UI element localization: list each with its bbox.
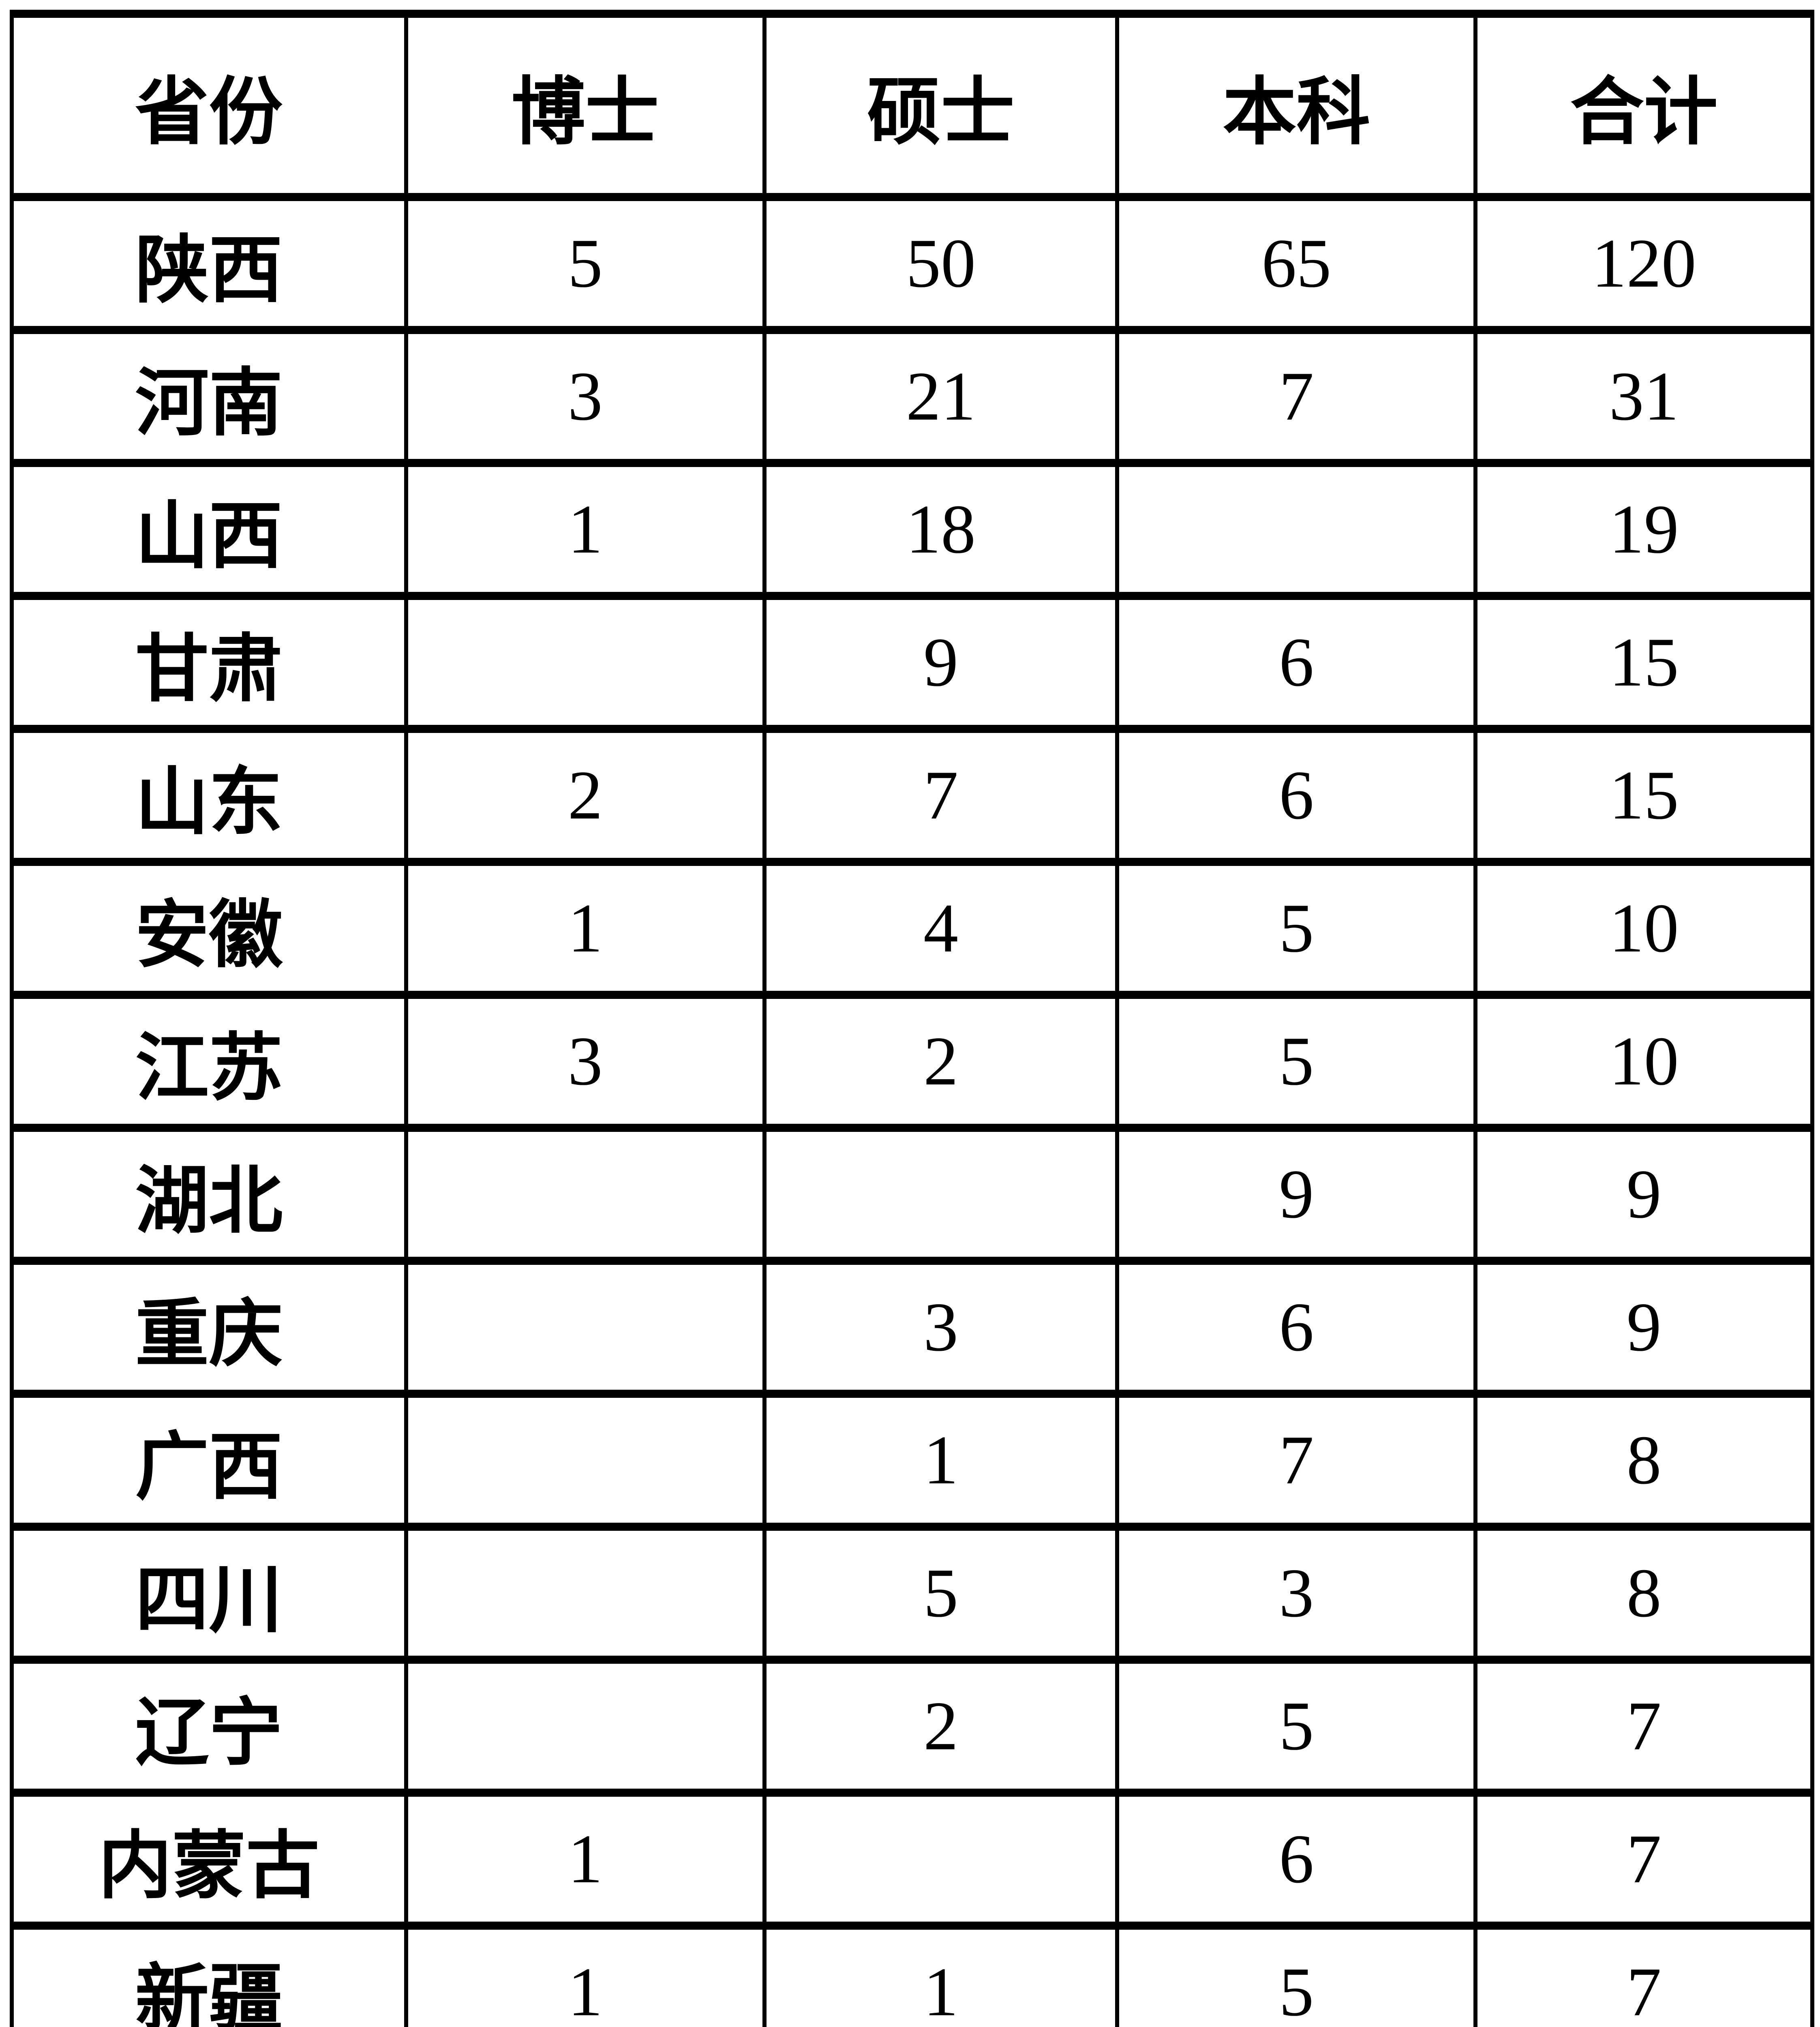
header-cell-total: 合计 — [1473, 10, 1814, 201]
total-cell: 9 — [1473, 1124, 1814, 1265]
master-cell: 9 — [762, 592, 1120, 733]
master-cell: 21 — [762, 326, 1120, 467]
total-cell: 10 — [1473, 991, 1814, 1132]
total-cell: 10 — [1473, 858, 1814, 999]
province-cell: 山西 — [10, 459, 408, 600]
province-cell: 四川 — [10, 1523, 408, 1664]
master-cell: 2 — [762, 991, 1120, 1132]
master-cell: 1 — [762, 1390, 1120, 1531]
bachelor-cell: 7 — [1115, 1390, 1478, 1531]
phd-cell — [404, 1390, 767, 1531]
table-row: 四川 5 3 8 — [10, 1523, 1814, 1664]
phd-cell: 1 — [404, 1789, 767, 1930]
province-cell: 新疆 — [10, 1922, 408, 2027]
table-row: 安徽 1 4 5 10 — [10, 858, 1814, 999]
master-cell: 1 — [762, 1922, 1120, 2027]
table-row: 重庆 3 6 9 — [10, 1257, 1814, 1398]
header-cell-bachelor: 本科 — [1115, 10, 1478, 201]
phd-cell: 1 — [404, 1922, 767, 2027]
total-cell: 7 — [1473, 1789, 1814, 1930]
total-cell: 120 — [1473, 193, 1814, 334]
province-cell: 甘肃 — [10, 592, 408, 733]
degree-by-province-table: 省份 博士 硕士 本科 合计 陕西 5 50 65 120 河南 3 21 7 … — [10, 10, 1814, 2027]
master-cell: 2 — [762, 1656, 1120, 1797]
header-cell-phd: 博士 — [404, 10, 767, 201]
province-cell: 陕西 — [10, 193, 408, 334]
bachelor-cell: 5 — [1115, 1922, 1478, 2027]
phd-cell: 1 — [404, 858, 767, 999]
phd-cell — [404, 1257, 767, 1398]
table-row: 辽宁 2 5 7 — [10, 1656, 1814, 1797]
total-cell: 8 — [1473, 1390, 1814, 1531]
bachelor-cell: 5 — [1115, 1656, 1478, 1797]
province-cell: 安徽 — [10, 858, 408, 999]
table-row: 湖北 9 9 — [10, 1124, 1814, 1265]
table-row: 江苏 3 2 5 10 — [10, 991, 1814, 1132]
table-row: 陕西 5 50 65 120 — [10, 193, 1814, 334]
total-cell: 15 — [1473, 725, 1814, 866]
total-cell: 8 — [1473, 1523, 1814, 1664]
province-cell: 内蒙古 — [10, 1789, 408, 1930]
master-cell: 4 — [762, 858, 1120, 999]
province-cell: 湖北 — [10, 1124, 408, 1265]
province-cell: 广西 — [10, 1390, 408, 1531]
table-row: 甘肃 9 6 15 — [10, 592, 1814, 733]
province-cell: 山东 — [10, 725, 408, 866]
table-row: 内蒙古 1 6 7 — [10, 1789, 1814, 1930]
bachelor-cell: 5 — [1115, 858, 1478, 999]
table-row: 山西 1 18 19 — [10, 459, 1814, 600]
phd-cell: 1 — [404, 459, 767, 600]
bachelor-cell: 5 — [1115, 991, 1478, 1132]
phd-cell: 3 — [404, 326, 767, 467]
bachelor-cell: 3 — [1115, 1523, 1478, 1664]
header-row: 省份 博士 硕士 本科 合计 — [10, 10, 1814, 201]
master-cell — [762, 1124, 1120, 1265]
province-cell: 江苏 — [10, 991, 408, 1132]
total-cell: 15 — [1473, 592, 1814, 733]
bachelor-cell: 6 — [1115, 725, 1478, 866]
table-row: 山东 2 7 6 15 — [10, 725, 1814, 866]
province-cell: 重庆 — [10, 1257, 408, 1398]
table-row: 新疆 1 1 5 7 — [10, 1922, 1814, 2027]
master-cell: 3 — [762, 1257, 1120, 1398]
master-cell — [762, 1789, 1120, 1930]
bachelor-cell: 6 — [1115, 1789, 1478, 1930]
province-cell: 河南 — [10, 326, 408, 467]
total-cell: 19 — [1473, 459, 1814, 600]
table-row: 河南 3 21 7 31 — [10, 326, 1814, 467]
total-cell: 7 — [1473, 1922, 1814, 2027]
master-cell: 18 — [762, 459, 1120, 600]
phd-cell — [404, 1124, 767, 1265]
master-cell: 50 — [762, 193, 1120, 334]
header-cell-province: 省份 — [10, 10, 408, 201]
phd-cell — [404, 1656, 767, 1797]
province-cell: 辽宁 — [10, 1656, 408, 1797]
phd-cell — [404, 1523, 767, 1664]
master-cell: 7 — [762, 725, 1120, 866]
bachelor-cell: 7 — [1115, 326, 1478, 467]
bachelor-cell: 65 — [1115, 193, 1478, 334]
bachelor-cell: 9 — [1115, 1124, 1478, 1265]
bachelor-cell — [1115, 459, 1478, 600]
total-cell: 31 — [1473, 326, 1814, 467]
header-cell-master: 硕士 — [762, 10, 1120, 201]
phd-cell: 3 — [404, 991, 767, 1132]
phd-cell — [404, 592, 767, 733]
total-cell: 7 — [1473, 1656, 1814, 1797]
table-row: 广西 1 7 8 — [10, 1390, 1814, 1531]
master-cell: 5 — [762, 1523, 1120, 1664]
bachelor-cell: 6 — [1115, 592, 1478, 733]
total-cell: 9 — [1473, 1257, 1814, 1398]
phd-cell: 2 — [404, 725, 767, 866]
phd-cell: 5 — [404, 193, 767, 334]
bachelor-cell: 6 — [1115, 1257, 1478, 1398]
